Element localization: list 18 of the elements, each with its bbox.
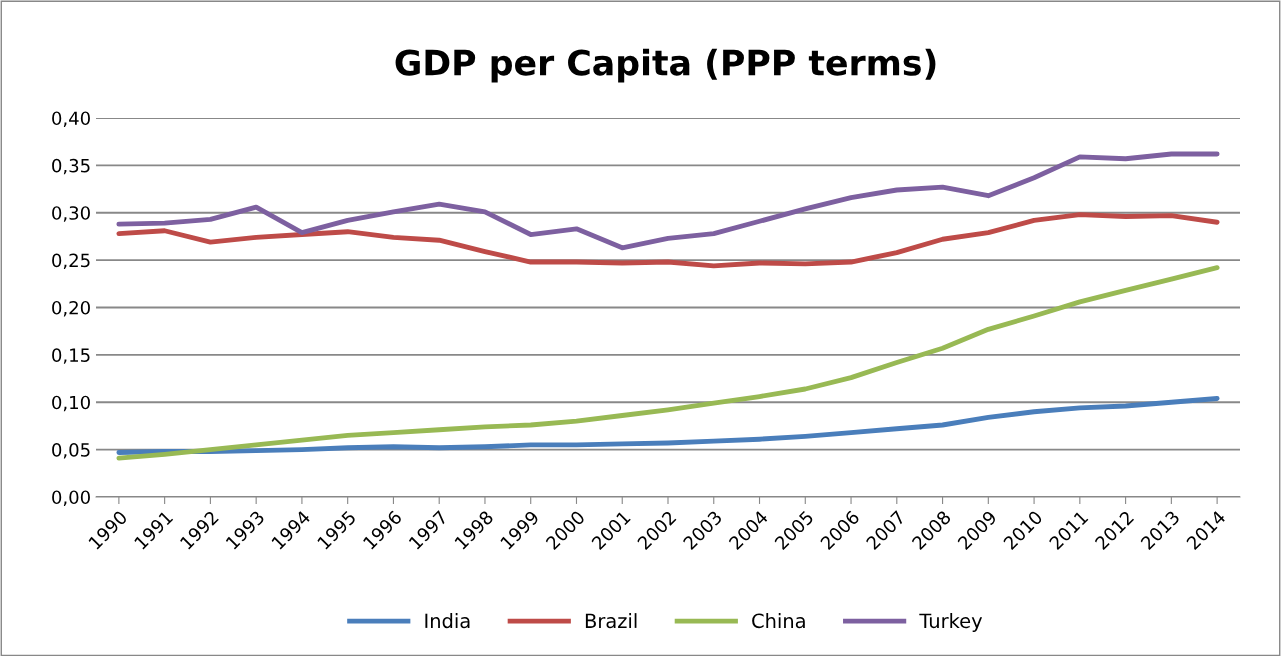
line-series <box>116 396 1220 455</box>
y-tick-label: 0,05 <box>52 443 90 459</box>
legend-label: Brazil <box>585 613 637 629</box>
y-tick-label: 0,10 <box>52 395 90 412</box>
line-series <box>116 212 1220 269</box>
y-tick-label: 0,25 <box>52 253 90 270</box>
y-tick-label: 0,30 <box>52 206 90 222</box>
legend-label: China <box>752 613 805 629</box>
y-tick-label: 0,15 <box>52 348 90 364</box>
y-tick-label: 0,40 <box>52 111 90 127</box>
y-tick-label: 0,35 <box>52 158 90 175</box>
line-series <box>116 151 1220 251</box>
chart-title: GDP per Capita (PPP terms) <box>395 48 936 83</box>
legend-label: India <box>425 613 470 629</box>
y-tick-label: 0,00 <box>52 490 90 506</box>
legend-label: Turkey <box>919 613 983 632</box>
y-tick-label: 0,20 <box>52 300 90 317</box>
line-series <box>116 265 1220 461</box>
